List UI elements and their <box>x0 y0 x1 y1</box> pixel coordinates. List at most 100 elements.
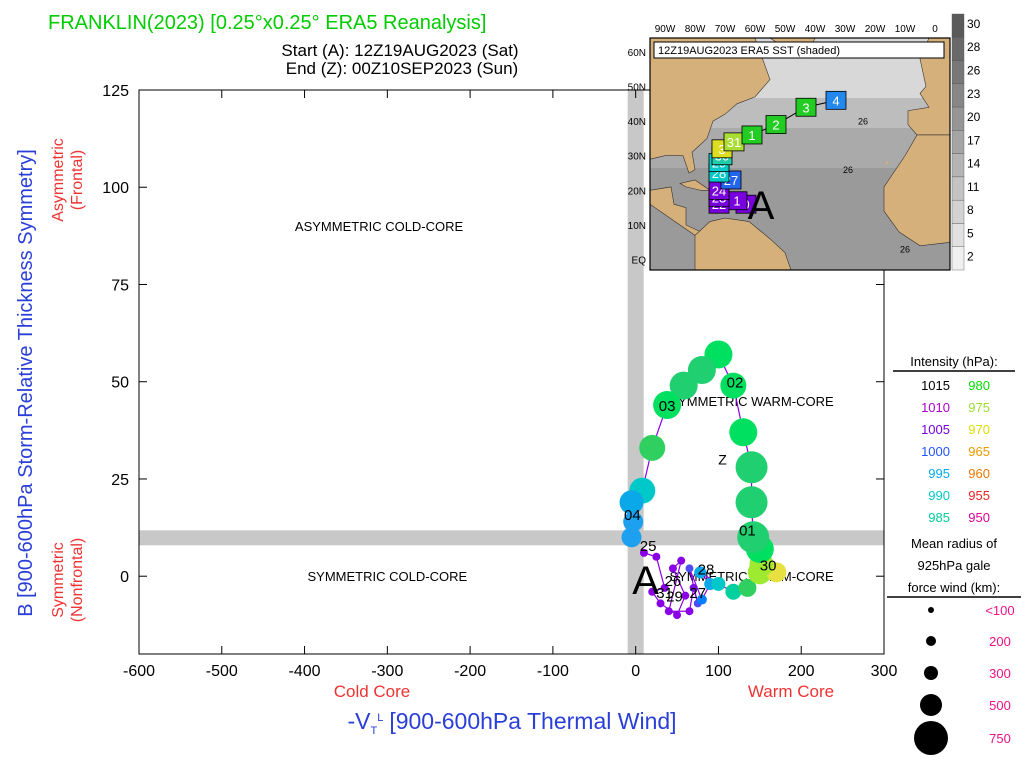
symmetric-label: Symmetric <box>50 542 67 618</box>
colorbar-segment-10 <box>951 246 965 271</box>
colorbar-label-1: 28 <box>967 40 981 54</box>
inset-track-box-label-12: 2 <box>772 118 779 133</box>
inset-lon-label-0: 90W <box>655 24 676 35</box>
legend-radius-dot-0 <box>928 607 934 613</box>
inset-contour-label-2: 26 <box>900 245 910 255</box>
legend-intensity-title: Intensity (hPa): <box>910 354 997 369</box>
track-point-37 <box>621 527 642 548</box>
colorbar-segment-6 <box>951 153 965 178</box>
legend-intensity-left-4: 995 <box>928 466 950 481</box>
colorbar-label-10: 2 <box>967 250 974 264</box>
x-tick-label-1: -500 <box>206 663 238 680</box>
legend-intensity-right-6: 950 <box>968 510 990 525</box>
inset-north-america <box>649 37 771 174</box>
colorbar-segment-7 <box>951 176 965 201</box>
x-tick-label-5: -100 <box>537 663 569 680</box>
colorbar-label-0: 30 <box>967 17 981 31</box>
legend-radius-label-1: 200 <box>989 634 1011 649</box>
inset-lon-label-6: 30W <box>835 24 856 35</box>
inset-track-box-label-11: 1 <box>748 128 755 143</box>
inset-track-box-label-10: 31 <box>727 135 741 150</box>
legend-intensity-left-1: 1010 <box>921 400 950 415</box>
legend-intensity-right-5: 955 <box>968 488 990 503</box>
inset-frame <box>649 37 951 271</box>
track-point-16 <box>694 566 707 579</box>
track-end-marker: Z <box>718 452 727 468</box>
inset-contour-label-0: 26 <box>858 117 868 127</box>
colorbar-label-2: 26 <box>967 64 981 78</box>
legend-radius-label-0: <100 <box>985 603 1014 618</box>
track-day-label-3: 28 <box>698 561 715 578</box>
inset-lon-label-3: 60W <box>745 24 766 35</box>
chart-title: FRANKLIN(2023) [0.25°x0.25° ERA5 Reanaly… <box>48 12 486 34</box>
track-point-30 <box>687 356 716 385</box>
colorbar-segment-0 <box>951 13 965 38</box>
inset-lat-label-0: 60N <box>628 48 646 59</box>
x-axis-label: -VTL [900-600hPa Thermal Wind] <box>347 708 676 737</box>
inset-track-box-label-13: 3 <box>802 100 809 115</box>
track-point-0 <box>639 548 648 557</box>
track-point-3 <box>648 587 657 596</box>
y-axis-label: B [900-600hPa Storm-Relative Thickness S… <box>15 149 37 617</box>
track-point-10 <box>685 607 694 616</box>
track-point-18 <box>725 583 742 600</box>
legend-intensity-right-1: 975 <box>968 400 990 415</box>
track-point-24 <box>737 521 770 554</box>
track-point-33 <box>639 434 666 461</box>
asymmetric-label: Asymmetric <box>50 138 67 222</box>
legend-radius-dot-3 <box>920 694 942 716</box>
track-point-31 <box>669 371 698 400</box>
colorbar-label-3: 23 <box>967 87 981 101</box>
inset-track-box-label-14: 4 <box>832 93 839 108</box>
legend-intensity-left-6: 985 <box>928 510 950 525</box>
inset-lon-label-8: 10W <box>895 24 916 35</box>
legend-intensity-right-4: 960 <box>968 466 990 481</box>
inset-track-box-label-1: 1 <box>733 194 740 209</box>
x-tick-label-0: -600 <box>123 663 155 680</box>
track-day-label-4: 29 <box>666 589 683 606</box>
track-point-14 <box>696 594 707 605</box>
inset-track-box-13 <box>795 97 817 117</box>
end-time: End (Z): 00Z10SEP2023 (Sun) <box>286 59 518 78</box>
legend-radius-title-3: force wind (km): <box>908 580 1000 595</box>
quadrant-label-1: SYMMETRIC WARM-CORE <box>669 394 834 409</box>
x-tick-label-8: 200 <box>788 663 815 680</box>
track-day-label-7: 01 <box>739 523 756 540</box>
inset-cuba <box>679 179 711 191</box>
track-point-28 <box>720 372 747 399</box>
track-day-label-1: 26 <box>665 573 682 590</box>
x-tick-label-4: -200 <box>454 663 486 680</box>
legend-radius-title-1: Mean radius of <box>911 536 997 551</box>
track-point-6 <box>681 591 690 600</box>
colorbar-label-7: 11 <box>967 180 980 194</box>
legend-intensity-right-2: 970 <box>968 422 990 437</box>
track-point-25 <box>735 486 768 519</box>
track-day-label-9: 03 <box>659 398 676 415</box>
inset-title: 12Z19AUG2023 ERA5 SST (shaded) <box>658 45 840 57</box>
inset-contour-label-1: 26 <box>843 165 853 175</box>
track-point-7 <box>668 564 677 573</box>
y-tick-label-3: 75 <box>111 277 129 294</box>
track-point-8 <box>677 556 686 565</box>
track-point-13 <box>685 564 694 573</box>
x-axis-label-sub: T <box>370 725 377 737</box>
colorbar-label-8: 8 <box>967 203 974 217</box>
inset-lat-label-5: 10N <box>628 221 646 232</box>
track-series <box>619 340 787 620</box>
x-tick-label-6: 0 <box>631 663 640 680</box>
inset-canary-islands <box>885 161 889 165</box>
track-start-marker: A <box>632 559 659 603</box>
legend-intensity-left-0: 1015 <box>921 378 950 393</box>
inset-lat-label-6: EQ <box>632 256 647 267</box>
cold-core-label: Cold Core <box>334 682 411 701</box>
x-axis-label-sup: L <box>377 712 383 724</box>
inset-lat-label-1: 50N <box>628 82 646 93</box>
frontal-label: (Frontal) <box>69 150 86 210</box>
track-point-1 <box>652 552 661 561</box>
quadrant-label-2: SYMMETRIC COLD-CORE <box>308 569 468 584</box>
inset-lat-label-2: 40N <box>628 117 646 128</box>
legend-radius-dot-2 <box>924 666 938 680</box>
x-tick-label-9: 300 <box>871 663 898 680</box>
inset-central-america <box>649 186 702 236</box>
